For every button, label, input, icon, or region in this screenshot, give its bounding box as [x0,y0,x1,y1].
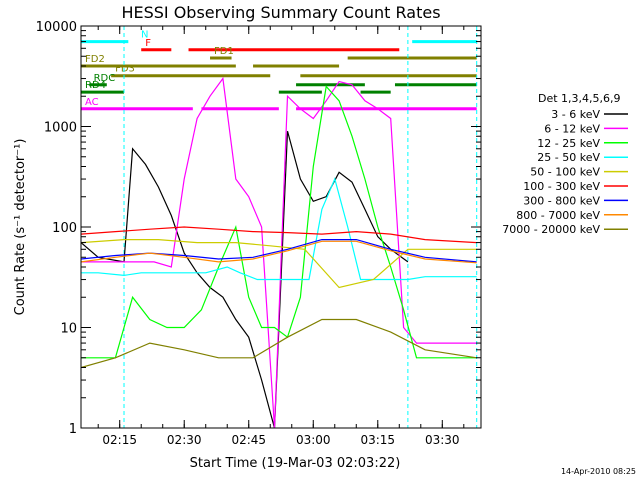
y-axis-label: Count Rate (s⁻¹ detector⁻¹) [13,139,28,316]
flag-label-ac: AC [85,97,99,108]
legend-label-8: 7000 - 20000 keV [502,223,600,236]
flag-label-f: F [145,38,151,49]
series-line-2 [81,85,477,359]
flag-label-fd1: FD1 [214,46,234,57]
y-tick-label-4: 10000 [36,20,77,35]
y-axis: 1 10 100 1000 10000 [36,20,481,437]
series-line-7 [81,240,477,264]
flag-label-rdc: RDC [94,73,116,84]
series-line-4 [81,239,477,289]
series-line-3 [81,177,477,281]
flag-label-fd2: FD2 [85,54,105,65]
flag-label-rd4: RD4 [85,80,106,91]
y-tick-label-2: 100 [52,221,77,236]
y-tick-label-3: 1000 [44,121,77,136]
series-line-8 [81,318,477,369]
footer-timestamp: 14-Apr-2010 08:25 [561,467,636,476]
x-tick-label-1: 02:30 [167,433,202,447]
legend-label-0: 3 - 6 keV [551,108,600,121]
series-line-6 [81,239,477,263]
x-axis: 02:15 02:30 02:45 03:00 03:15 03:30 [97,26,465,447]
flag-label-n: N [141,30,148,41]
x-tick-label-0: 02:15 [102,433,137,447]
x-axis-label: Start Time (19-Mar-03 02:03:22) [190,456,401,471]
legend-label-1: 6 - 12 keV [544,122,600,135]
flag-label-fd3: FD3 [115,64,135,75]
x-tick-label-5: 03:30 [425,433,460,447]
x-tick-label-3: 03:00 [296,433,331,447]
y-tick-label-1: 10 [60,322,77,337]
legend-label-6: 300 - 800 keV [523,194,600,207]
series-line-5 [81,226,477,244]
y-tick-label-0: 1 [69,422,77,437]
legend-label-7: 800 - 7000 keV [516,209,600,222]
legend-label-4: 50 - 100 keV [530,166,600,179]
legend-title: Det 1,3,4,5,6,9 [538,92,621,105]
plot-frame [80,25,482,429]
x-tick-label-2: 02:45 [231,433,266,447]
legend-label-5: 100 - 300 keV [523,180,600,193]
chart-title: HESSI Observing Summary Count Rates [121,3,440,22]
legend-label-2: 12 - 25 keV [537,137,600,150]
legend-label-3: 25 - 50 keV [537,151,600,164]
series-line-0 [81,130,409,428]
x-tick-label-4: 03:15 [360,433,395,447]
